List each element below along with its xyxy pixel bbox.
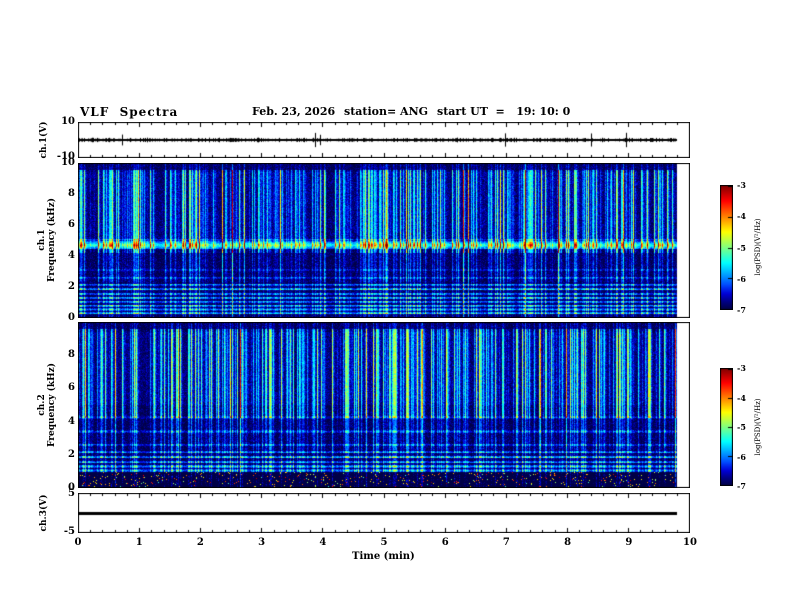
colorbar2-tick-label--3: -3	[737, 363, 746, 373]
colorbar1-tick-label--6: -6	[737, 274, 746, 284]
colorbar1-tick-label--5: -5	[737, 243, 746, 253]
ch2-colorbar-label: log(PSD)(V²/Hz)	[754, 398, 762, 456]
x-tick-label-4: 4	[319, 537, 327, 548]
ch2-freq-tick-label-4: 4	[68, 416, 75, 427]
ch3v-ytick-min: -5	[63, 526, 75, 537]
date-label: Feb. 23, 2026	[252, 105, 336, 118]
ch1-freq-tick-label-10: 10	[61, 157, 75, 168]
ch3-voltage-waveform-plot	[78, 493, 690, 533]
ch2-spectrogram-plot	[78, 322, 690, 488]
colorbar1-tick-label--7: -7	[737, 305, 746, 315]
x-tick-label-8: 8	[564, 537, 572, 548]
x-tick-label-1: 1	[135, 537, 143, 548]
ch2-freq-tick-label-0: 0	[68, 482, 75, 493]
x-tick-label-6: 6	[441, 537, 449, 548]
ch2-ylabel: Frequency (kHz)	[47, 362, 57, 448]
x-tick-label-7: 7	[502, 537, 510, 548]
ch1-colorbar	[720, 185, 733, 310]
ch2-freq-tick-label-6: 6	[68, 382, 75, 393]
page-title: VLF Spectra	[80, 105, 179, 119]
ch1v-ytick-max: 10	[61, 116, 75, 127]
ch2-channel-label: ch.2	[37, 394, 47, 416]
ch3v-ytick-max: 5	[68, 488, 75, 499]
ch1-frequency-axis-label: ch.1 Frequency (kHz)	[37, 198, 57, 282]
ch1-freq-tick-label-4: 4	[68, 250, 75, 261]
ch1-freq-tick-label-0: 0	[68, 312, 75, 323]
ch1-channel-label: ch.1	[37, 229, 47, 251]
ch2-frequency-axis-label: ch.2 Frequency (kHz)	[37, 363, 57, 447]
ch1-spectrogram-plot	[78, 163, 690, 318]
colorbar2-tick-label--6: -6	[737, 452, 746, 462]
x-tick-label-9: 9	[625, 537, 633, 548]
x-tick-label-5: 5	[380, 537, 388, 548]
colorbar2-tick-label--4: -4	[737, 393, 746, 403]
ch1-freq-tick-label-8: 8	[68, 188, 75, 199]
ch1-colorbar-label: log(PSD)(V²/Hz)	[754, 218, 762, 276]
x-tick-label-3: 3	[258, 537, 266, 548]
station-label: station= ANG	[344, 105, 429, 118]
x-axis-title: Time (min)	[352, 551, 415, 562]
ch1-freq-tick-label-2: 2	[68, 281, 75, 292]
ch1v-ytick-min: -10	[56, 151, 75, 162]
ch1-voltage-waveform-plot	[78, 122, 690, 158]
ch1-freq-tick-label-6: 6	[68, 219, 75, 230]
colorbar2-tick-label--5: -5	[737, 422, 746, 432]
ch2-freq-tick-label-2: 2	[68, 449, 75, 460]
colorbar2-tick-label--7: -7	[737, 481, 746, 491]
start-ut-label: start UT = 19: 10: 0	[437, 105, 571, 118]
x-tick-label-0: 0	[74, 537, 82, 548]
x-tick-label-10: 10	[683, 537, 697, 548]
colorbar1-tick-label--4: -4	[737, 211, 746, 221]
ch2-colorbar	[720, 368, 733, 486]
colorbar1-tick-label--3: -3	[737, 180, 746, 190]
x-tick-label-2: 2	[196, 537, 204, 548]
ch2-freq-tick-label-8: 8	[68, 349, 75, 360]
ch1-ylabel: Frequency (kHz)	[47, 197, 57, 283]
